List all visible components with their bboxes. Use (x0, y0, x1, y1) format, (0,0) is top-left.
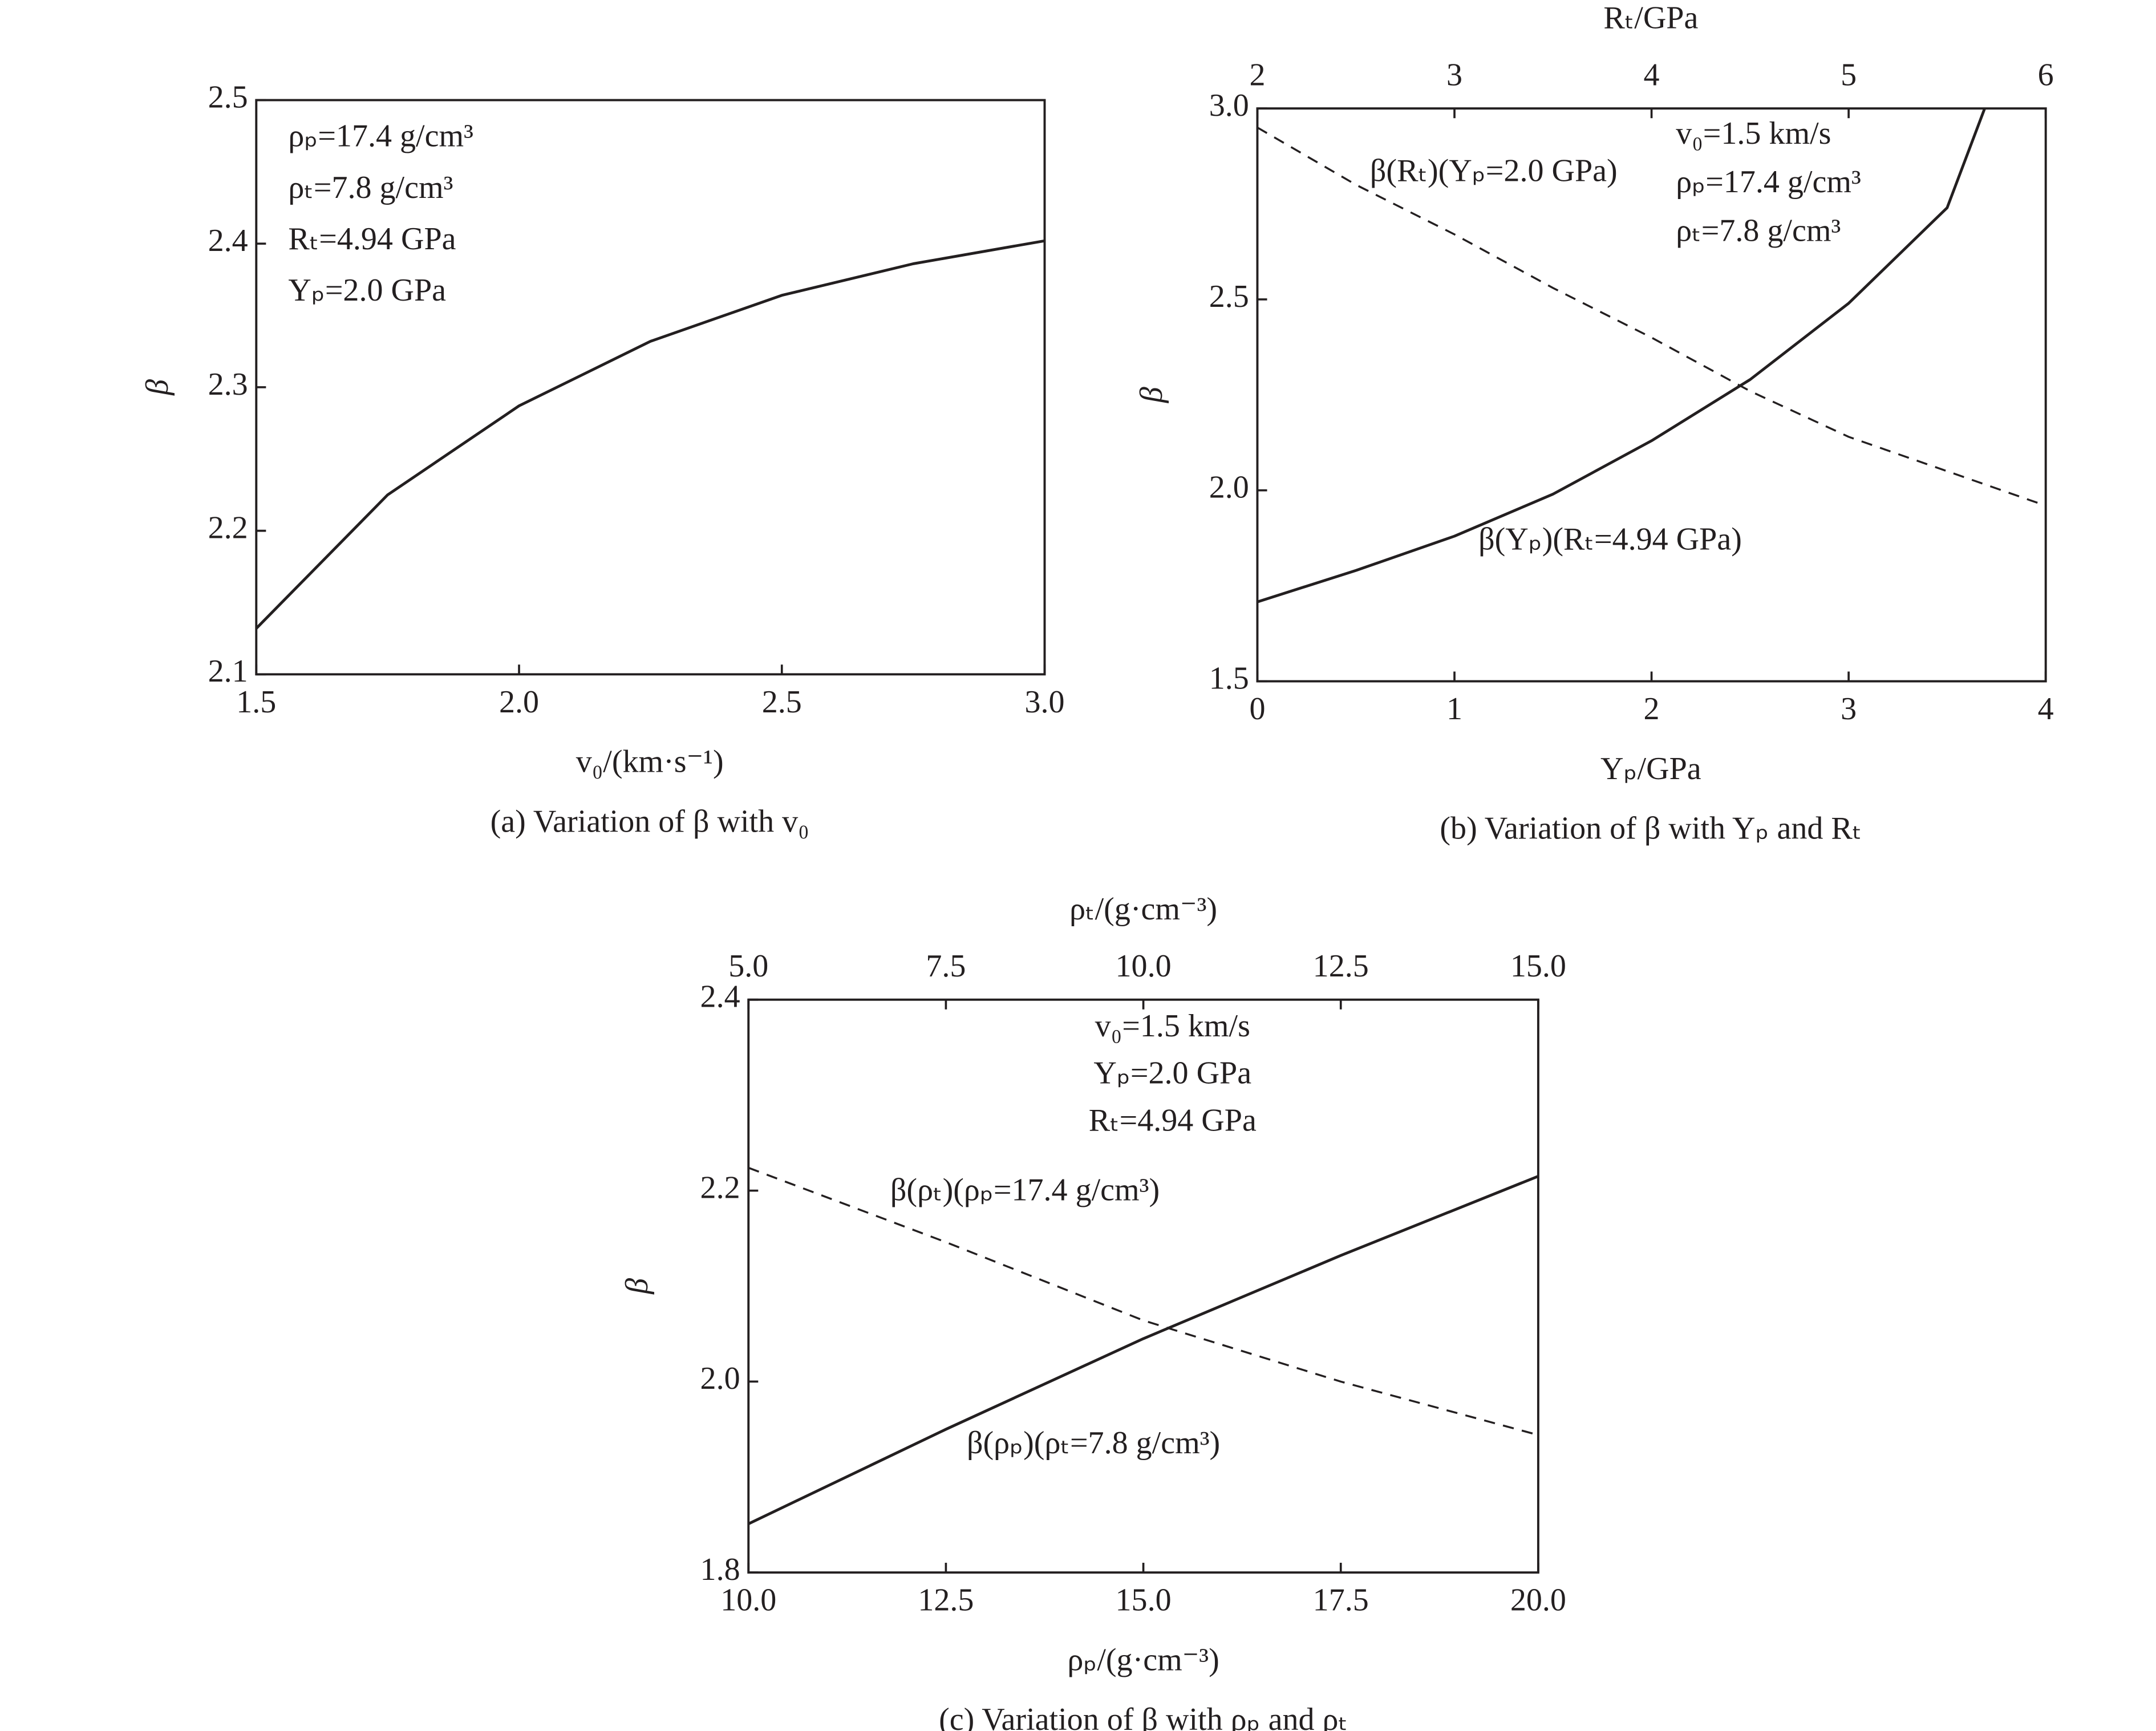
x2-tick-label: 10.0 (1116, 948, 1172, 984)
series-line (748, 1175, 1539, 1525)
caption: (a) Variation of β with v₀ (491, 804, 809, 839)
x-tick-label: 3 (1841, 691, 1857, 727)
x2-axis-label: ρₜ/(g·cm⁻³) (1069, 891, 1217, 927)
annotation: ρₜ=7.8 g/cm³ (288, 170, 453, 205)
x-tick-label: 2.5 (762, 684, 802, 720)
y-tick-label: 2.5 (1209, 279, 1249, 314)
x-axis-label: ρₚ/(g·cm⁻³) (1067, 1642, 1219, 1677)
x-tick-label: 2.0 (499, 684, 539, 720)
y-axis-label: β (140, 379, 175, 396)
x2-tick-label: 2 (1249, 57, 1265, 92)
x-tick-label: 0 (1249, 691, 1265, 727)
y-tick-label: 2.2 (700, 1170, 740, 1205)
x2-tick-label: 4 (1644, 57, 1660, 92)
y-tick-label: 2.1 (208, 654, 248, 689)
y-axis-label: β (619, 1278, 655, 1295)
x-tick-label: 17.5 (1313, 1583, 1369, 1618)
annotation: ρₚ=17.4 g/cm³ (288, 119, 473, 154)
caption: (b) Variation of β with Yₚ and Rₜ (1440, 811, 1862, 846)
y-tick-label: 2.4 (208, 223, 248, 258)
annotation: ρₚ=17.4 g/cm³ (1676, 164, 1861, 200)
x-tick-label: 3.0 (1024, 684, 1064, 720)
x2-axis-label: Rₜ/GPa (1603, 0, 1698, 35)
series-label: β(ρₜ)(ρₚ=17.4 g/cm³) (890, 1172, 1160, 1207)
x-tick-label: 12.5 (918, 1583, 974, 1618)
x2-tick-label: 5.0 (728, 948, 768, 984)
annotation: Rₜ=4.94 GPa (1089, 1103, 1257, 1138)
series-line (1257, 108, 1986, 603)
annotation: Yₚ=2.0 GPa (288, 273, 446, 308)
series-line (748, 1166, 1539, 1436)
x2-tick-label: 7.5 (926, 948, 966, 984)
y-tick-label: 2.0 (700, 1361, 740, 1396)
y-tick-label: 2.3 (208, 367, 248, 402)
caption: (c) Variation of β with ρₚ and ρₜ (939, 1702, 1348, 1731)
x2-tick-label: 12.5 (1313, 948, 1369, 984)
annotation: Yₚ=2.0 GPa (1093, 1056, 1251, 1091)
x-tick-label: 15.0 (1116, 1583, 1172, 1618)
x-axis-label: Yₚ/GPa (1600, 751, 1701, 787)
y-tick-label: 1.5 (1209, 660, 1249, 696)
annotation: v₀=1.5 km/s (1095, 1008, 1250, 1044)
x-tick-label: 1.5 (236, 684, 276, 720)
x2-tick-label: 3 (1446, 57, 1462, 92)
y-axis-label: β (1134, 387, 1169, 403)
y-tick-label: 2.0 (1209, 470, 1249, 505)
y-tick-label: 2.5 (208, 79, 248, 115)
x-axis-label: v₀/(km·s⁻¹) (576, 744, 724, 780)
y-tick-label: 1.8 (700, 1552, 740, 1587)
plot-frame (1256, 107, 2047, 683)
y-tick-label: 2.4 (700, 979, 740, 1015)
annotation: Rₜ=4.94 GPa (288, 221, 456, 257)
annotation: v₀=1.5 km/s (1676, 116, 1831, 151)
y-tick-label: 3.0 (1209, 88, 1249, 123)
series-label: β(Yₚ)(Rₜ=4.94 GPa) (1478, 522, 1742, 557)
annotation: ρₜ=7.8 g/cm³ (1676, 213, 1841, 248)
x2-tick-label: 15.0 (1510, 948, 1566, 984)
x-tick-label: 1 (1446, 691, 1462, 727)
series-label: β(ρₚ)(ρₜ=7.8 g/cm³) (967, 1425, 1220, 1461)
x2-tick-label: 6 (2038, 57, 2054, 92)
y-tick-label: 2.2 (208, 510, 248, 545)
series-label: β(Rₜ)(Yₚ=2.0 GPa) (1370, 153, 1618, 189)
series-line (255, 239, 1045, 630)
x-tick-label: 10.0 (720, 1583, 776, 1618)
x2-tick-label: 5 (1841, 57, 1857, 92)
x-tick-label: 20.0 (1510, 1583, 1566, 1618)
x-tick-label: 2 (1644, 691, 1660, 727)
x-tick-label: 4 (2038, 691, 2054, 727)
